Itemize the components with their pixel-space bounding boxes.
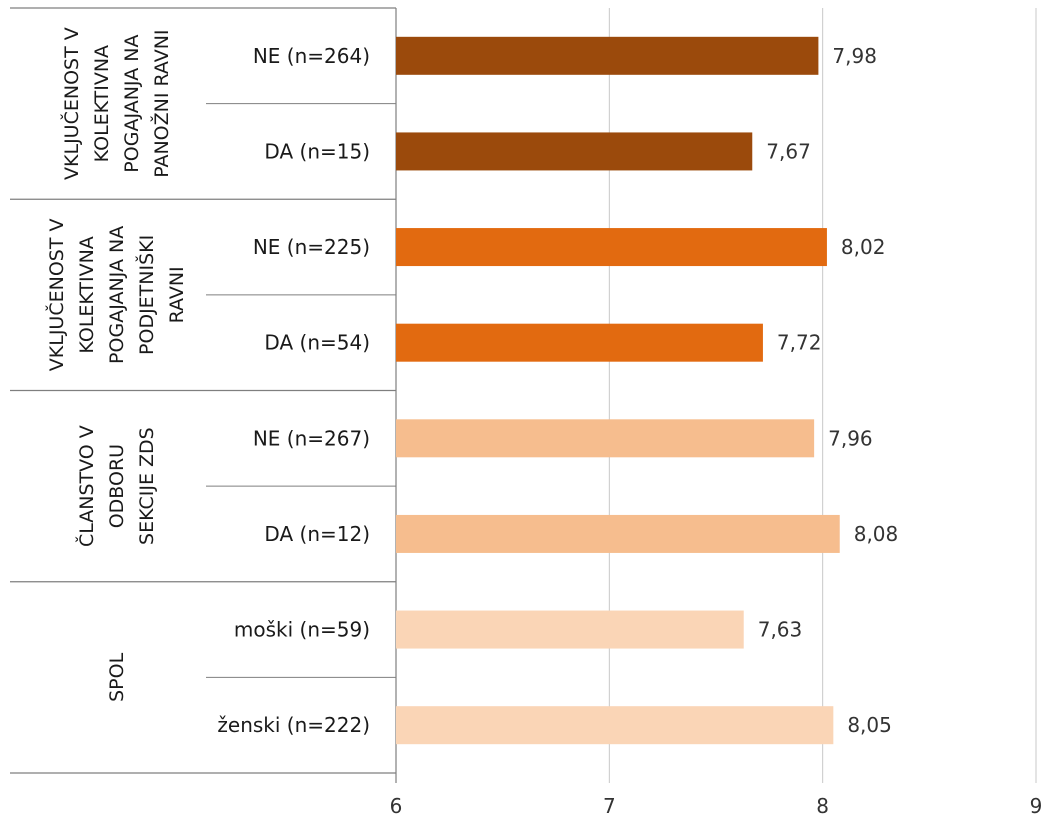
category-label: ženski (n=222) <box>217 713 370 737</box>
category-label: DA (n=12) <box>264 522 370 546</box>
group-label-line: PODJETNIŠKI <box>134 235 158 355</box>
group-label-line: POGAJANJA NA <box>106 226 128 364</box>
group-label: VKLJUČENOST V KOLEKTIVNA POGAJANJA NA PODJE… <box>44 219 188 372</box>
value-label: 8,08 <box>854 522 899 546</box>
bar <box>396 514 840 553</box>
value-label: 7,96 <box>828 426 873 450</box>
value-label: 8,02 <box>841 235 886 259</box>
value-label: 7,72 <box>777 331 822 355</box>
category-label: DA (n=54) <box>264 331 370 355</box>
x-tick-label: 8 <box>816 794 829 818</box>
group-label: ČLANSTVO V ODBORU SEKCIJE ZDS <box>74 425 158 547</box>
x-tick-label: 7 <box>603 794 616 818</box>
value-label: 8,05 <box>847 713 892 737</box>
category-label: NE (n=267) <box>253 426 370 450</box>
group-label-line: ODBORU <box>106 444 128 528</box>
bars <box>396 36 840 745</box>
group-label-line: ČLANSTVO V <box>74 425 98 547</box>
group-label-line: RAVNI <box>166 266 188 323</box>
value-label: 7,67 <box>766 139 811 163</box>
labels: 6 7 8 9 VKLJUČENOST V KOLEKTIVNA POGAJANJA NA P… <box>44 27 1042 818</box>
group-label-line: POGAJANJA NA <box>121 35 143 173</box>
group-label: SPOL <box>106 652 128 701</box>
group-label-line: PANOŽNI RAVNI <box>150 29 173 177</box>
bar <box>396 132 753 171</box>
x-tick-label: 9 <box>1030 794 1043 818</box>
group-label-line: VKLJUČENOST V <box>59 27 83 180</box>
value-label: 7,98 <box>832 44 877 68</box>
category-label: NE (n=225) <box>253 235 370 259</box>
gridlines <box>395 8 1037 783</box>
bar <box>396 610 744 649</box>
category-label: moški (n=59) <box>234 618 370 642</box>
category-label: NE (n=264) <box>253 44 370 68</box>
group-label-line: VKLJUČENOST V <box>44 219 68 372</box>
bar <box>396 419 815 458</box>
bar <box>396 36 819 75</box>
group-label-line: KOLEKTIVNA <box>91 45 113 162</box>
group-label-line: KOLEKTIVNA <box>76 236 98 353</box>
group-label-line: SPOL <box>106 652 128 701</box>
category-label: DA (n=15) <box>264 139 370 163</box>
bar <box>396 228 827 267</box>
group-label-line: SEKCIJE ZDS <box>136 427 158 545</box>
group-label: VKLJUČENOST V KOLEKTIVNA POGAJANJA NA PANOŽ… <box>59 27 173 180</box>
bar <box>396 323 763 362</box>
value-label: 7,63 <box>758 618 803 642</box>
x-tick-label: 6 <box>390 794 403 818</box>
bar <box>396 706 834 745</box>
category-frame <box>10 7 397 783</box>
